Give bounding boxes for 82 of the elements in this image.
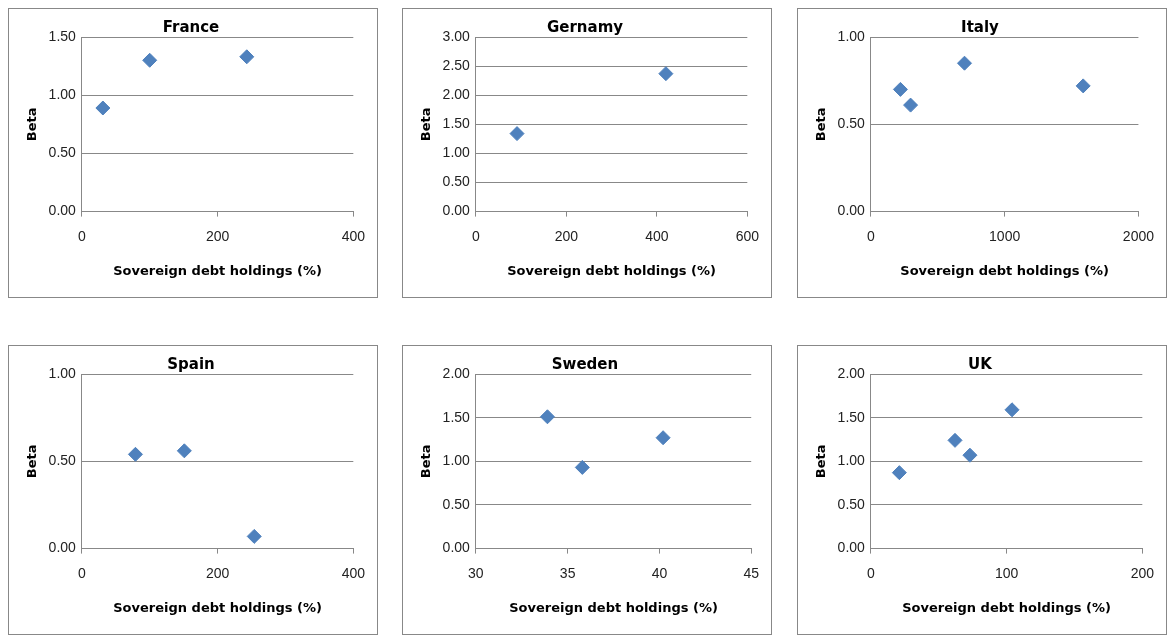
y-tick-label: 1.00: [837, 452, 866, 469]
x-tick-label: 400: [341, 564, 366, 581]
y-tick-label: 0.00: [48, 539, 77, 556]
chart-title: Spain: [167, 354, 215, 373]
x-tick-label: 200: [554, 227, 579, 244]
y-tick-label: 0.00: [837, 539, 866, 556]
x-tick-label: 0: [866, 564, 875, 581]
y-tick-label: 2.50: [442, 56, 471, 73]
y-tick-label: 0.50: [837, 115, 866, 132]
point: [1004, 402, 1020, 418]
x-tick-label: 0: [77, 564, 86, 581]
point: [127, 446, 143, 462]
y-tick-label: 0.50: [837, 495, 866, 512]
chart-title: UK: [968, 354, 994, 373]
point: [957, 55, 972, 71]
y-tick-label: 3.00: [442, 27, 471, 44]
y-tick-label: 2.00: [442, 86, 471, 103]
point: [539, 409, 555, 425]
y-tick-label: 1.50: [837, 408, 866, 425]
point: [892, 81, 908, 97]
y-axis-title: Beta: [418, 444, 434, 479]
point: [574, 459, 590, 475]
y-axis-title: Beta: [813, 107, 829, 142]
x-tick-label: 0: [866, 227, 875, 244]
chart-title: Gernamy: [546, 17, 624, 36]
y-tick-label: 1.00: [48, 364, 77, 381]
y-tick-label: 1.50: [48, 27, 77, 44]
point: [239, 49, 255, 65]
y-axis-title: Beta: [418, 107, 434, 142]
x-tick-label: 40: [651, 564, 668, 581]
x-axis-title: Sovereign debt holdings (%): [507, 262, 716, 278]
y-tick-label: 0.50: [48, 452, 77, 469]
y-axis-title: Beta: [813, 444, 829, 479]
point: [655, 430, 671, 446]
x-axis-title: Sovereign debt holdings (%): [509, 599, 718, 615]
x-tick-label: 35: [559, 564, 576, 581]
x-tick-label: 2000: [1122, 227, 1155, 244]
chart-title: Italy: [961, 17, 1000, 36]
point: [246, 528, 262, 544]
y-tick-label: 0.00: [837, 202, 866, 219]
x-tick-label: 600: [735, 227, 760, 244]
x-axis-title: Sovereign debt holdings (%): [113, 599, 322, 615]
y-tick-label: 0.50: [442, 495, 471, 512]
y-tick-label: 0.00: [442, 202, 471, 219]
point: [962, 447, 978, 463]
x-tick-label: 100: [994, 564, 1019, 581]
x-tick-label: 0: [471, 227, 480, 244]
x-tick-label: 1000: [989, 227, 1021, 244]
point: [903, 97, 919, 113]
y-tick-label: 2.00: [442, 364, 471, 381]
y-tick-label: 0.50: [442, 173, 471, 190]
y-tick-label: 1.50: [442, 408, 471, 425]
y-tick-label: 1.00: [837, 27, 866, 44]
y-tick-label: 1.00: [442, 452, 471, 469]
chart-title: Sweden: [551, 354, 619, 373]
x-tick-label: 400: [645, 227, 669, 244]
x-axis-title: Sovereign debt holdings (%): [113, 262, 322, 278]
x-tick-label: 200: [205, 564, 230, 581]
point: [95, 100, 111, 116]
y-tick-label: 2.00: [837, 364, 866, 381]
point: [1075, 78, 1091, 94]
y-axis-title: Beta: [24, 444, 40, 479]
x-tick-label: 0: [77, 227, 86, 244]
x-tick-label: 45: [743, 564, 760, 581]
x-axis-title: Sovereign debt holdings (%): [902, 599, 1111, 615]
x-tick-label: 400: [341, 227, 366, 244]
y-tick-label: 0.50: [48, 144, 77, 161]
x-tick-label: 200: [1130, 564, 1155, 581]
point: [947, 432, 963, 448]
y-tick-label: 1.00: [442, 144, 471, 161]
point: [176, 443, 192, 459]
y-axis-title: Beta: [24, 107, 40, 142]
point: [891, 465, 907, 481]
y-tick-label: 0.00: [48, 202, 77, 219]
x-tick-label: 200: [205, 227, 230, 244]
y-tick-label: 0.00: [442, 539, 471, 556]
x-tick-label: 30: [468, 564, 484, 581]
point: [142, 52, 158, 68]
y-tick-label: 1.50: [442, 115, 471, 132]
x-axis-title: Sovereign debt holdings (%): [900, 262, 1109, 278]
chart-title: France: [162, 17, 220, 36]
y-tick-label: 1.00: [48, 86, 77, 103]
